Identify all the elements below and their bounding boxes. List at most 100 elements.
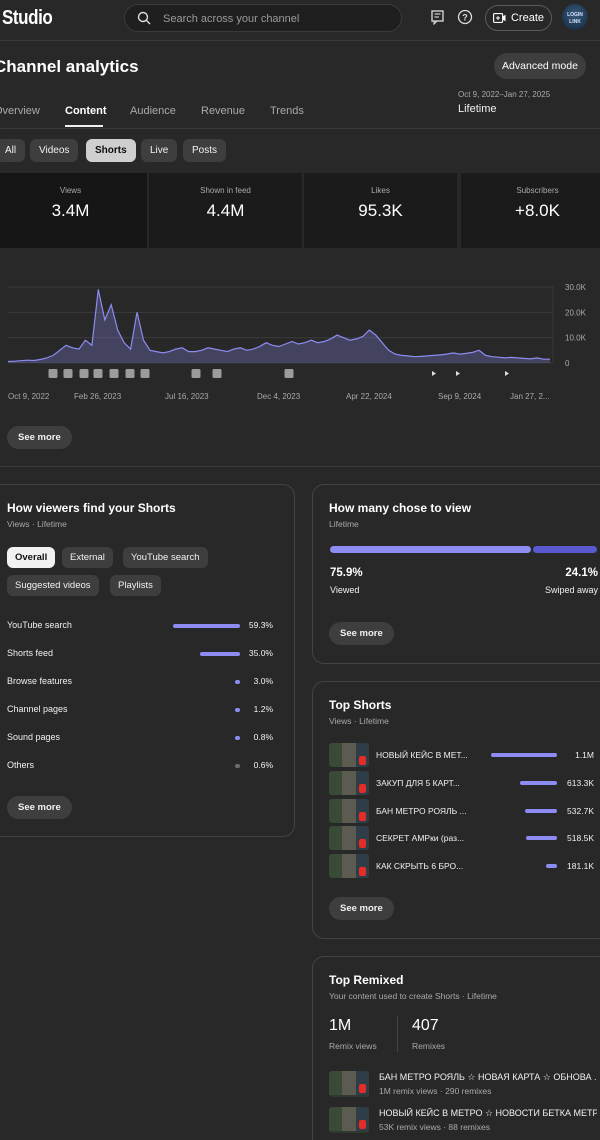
traffic-source-row[interactable]: YouTube search 59.3% (7, 620, 273, 634)
chip-videos[interactable]: Videos (30, 139, 79, 162)
swiped-bar (533, 546, 597, 553)
remix-title: БАН МЕТРО РОЯЛЬ ☆ НОВАЯ КАРТА ☆ ОБНОВА .… (379, 1072, 597, 1082)
metric-subscribers[interactable]: Subscribers +8.0K (461, 173, 600, 248)
short-thumbnail[interactable] (329, 799, 369, 823)
metric-label: Shown in feed (200, 186, 251, 195)
top-short-row[interactable]: СЕКРЕТ АМРки (раз... 518.5K (329, 826, 597, 850)
traffic-source-row[interactable]: Sound pages 0.8% (7, 732, 273, 746)
chart-y-tick-label: 20.0K (565, 308, 587, 317)
traffic-source-bar (235, 680, 240, 684)
short-views-value: 181.1K (567, 861, 594, 871)
traffic-source-row[interactable]: Browse features 3.0% (7, 676, 273, 690)
thumb-part (329, 743, 342, 767)
traffic-source-bar (173, 624, 240, 628)
chip-posts[interactable]: Posts (183, 139, 227, 162)
shorts-badge-icon (359, 756, 366, 765)
filter-suggested-videos[interactable]: Suggested videos (7, 575, 99, 596)
avatar[interactable]: LOGIN LINK (562, 4, 588, 30)
advanced-mode-button[interactable]: Advanced mode (494, 53, 586, 79)
remixes-label: Remixes (412, 1041, 446, 1051)
header-divider (0, 40, 600, 41)
traffic-source-label: Channel pages (7, 704, 68, 714)
metric-label: Subscribers (516, 186, 559, 195)
chip-shorts[interactable]: Shorts (86, 139, 136, 162)
filter-overall[interactable]: Overall (7, 547, 56, 568)
short-thumbnail[interactable] (329, 771, 369, 795)
date-range-label[interactable]: Lifetime (458, 103, 497, 115)
chose-to-view-title: How many chose to view (329, 501, 472, 515)
top-short-row[interactable]: БАН МЕТРО РОЯЛЬ ... 532.7K (329, 799, 597, 823)
shorts-marker-icon (505, 371, 509, 376)
top-shorts-title: Top Shorts (329, 698, 392, 712)
filter-youtube-search[interactable]: YouTube search (123, 547, 208, 568)
shorts-badge-icon (359, 1120, 366, 1129)
short-views-bar (525, 809, 557, 813)
filter-external[interactable]: External (62, 547, 113, 568)
remix-row[interactable]: НОВЫЙ КЕЙС В МЕТРО ☆ НОВОСТИ БЕТКА МЕТР.… (329, 1107, 597, 1135)
chip-all[interactable]: All (0, 139, 26, 162)
traffic-source-label: Shorts feed (7, 648, 54, 658)
top-short-row[interactable]: НОВЫЙ КЕЙС В МЕТ... 1.1M (329, 743, 597, 767)
traffic-source-row[interactable]: Channel pages 1.2% (7, 704, 273, 718)
see-more-traffic-button[interactable]: See more (7, 796, 72, 819)
short-thumbnail[interactable] (329, 854, 369, 878)
chart-event-marker (48, 369, 58, 378)
chart-event-marker (93, 369, 103, 378)
traffic-source-row[interactable]: Shorts feed 35.0% (7, 648, 273, 662)
metric-shown-in-feed[interactable]: Shown in feed 4.4M (149, 173, 302, 248)
chart-event-marker (109, 369, 119, 378)
create-button[interactable]: Create (485, 5, 552, 31)
metric-value: 95.3K (358, 201, 403, 220)
studio-logo[interactable]: Studio (2, 7, 53, 29)
short-views-value: 613.3K (567, 778, 594, 788)
chart-x-tick-label: Oct 9, 2022 (8, 392, 50, 401)
date-range[interactable]: Oct 9, 2022–Jan 27, 2025 (458, 90, 551, 99)
short-views-value: 532.7K (567, 806, 594, 816)
short-title: ЗАКУП ДЛЯ 5 КАРТ... (376, 778, 460, 788)
short-thumbnail[interactable] (329, 743, 369, 767)
metric-value: +8.0K (515, 201, 560, 220)
search-input[interactable] (163, 10, 393, 28)
top-bar: Studio ? Create LOGIN LINK (0, 0, 600, 40)
chart-y-tick-label: 10.0K (565, 334, 587, 343)
top-short-row[interactable]: ЗАКУП ДЛЯ 5 КАРТ... 613.3K (329, 771, 597, 795)
views-chart[interactable]: 30.0K 20.0K 10.0K 0 Oct 9, 2022 Feb 26, 2023 J… (0, 270, 600, 410)
page-title: Channel analytics (0, 57, 139, 76)
traffic-source-value: 59.3% (248, 620, 273, 630)
tab-content[interactable]: Content (65, 105, 107, 117)
thumb-part (329, 854, 342, 878)
filter-playlists[interactable]: Playlists (110, 575, 161, 596)
tab-overview[interactable]: Overview (0, 105, 40, 117)
metric-likes[interactable]: Likes 95.3K (304, 173, 457, 248)
top-short-row[interactable]: КАК СКРЫТЬ 6 БРО... 181.1K (329, 854, 597, 878)
tab-trends[interactable]: Trends (270, 105, 304, 117)
see-more-chart-button[interactable]: See more (7, 426, 72, 449)
remix-row[interactable]: БАН МЕТРО РОЯЛЬ ☆ НОВАЯ КАРТА ☆ ОБНОВА .… (329, 1071, 597, 1099)
metric-views[interactable]: Views 3.4M (0, 173, 147, 248)
traffic-source-value: 1.2% (253, 704, 273, 714)
swiped-label: Swiped away (544, 585, 598, 595)
metric-label: Views (59, 186, 82, 195)
tab-audience[interactable]: Audience (130, 105, 176, 117)
feedback-icon[interactable] (430, 9, 446, 25)
short-thumbnail[interactable] (329, 826, 369, 850)
see-more-chose-button[interactable]: See more (329, 622, 394, 645)
traffic-source-bar (235, 736, 240, 740)
help-icon[interactable]: ? (457, 9, 473, 25)
remix-divider (397, 1016, 398, 1052)
chart-event-marker (63, 369, 73, 378)
traffic-source-value: 3.0% (253, 676, 273, 686)
chip-live[interactable]: Live (141, 139, 178, 162)
search-box[interactable] (124, 4, 402, 32)
remix-thumbnail[interactable] (329, 1107, 369, 1133)
remix-views-label: Remix views (329, 1041, 377, 1051)
remix-thumbnail[interactable] (329, 1071, 369, 1097)
thumb-part (342, 1071, 356, 1095)
tab-revenue[interactable]: Revenue (201, 105, 246, 117)
chart-event-marker (79, 369, 89, 378)
traffic-sources-card (0, 484, 295, 837)
traffic-title: How viewers find your Shorts (7, 501, 176, 515)
traffic-source-row[interactable]: Others 0.6% (7, 760, 273, 774)
top-remixed-title: Top Remixed (329, 973, 404, 987)
see-more-shorts-button[interactable]: See more (329, 897, 394, 920)
